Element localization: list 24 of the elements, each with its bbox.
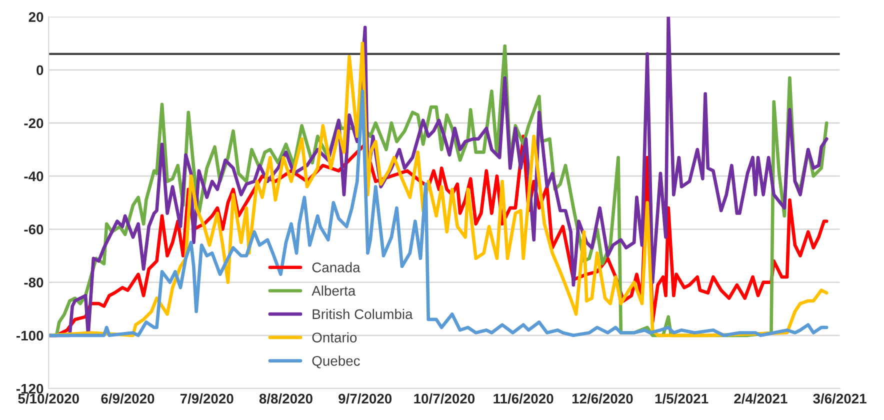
x-tick-label: 7/9/2020	[180, 393, 234, 404]
legend-label: Quebec	[312, 356, 360, 368]
y-tick-label: -20	[24, 118, 44, 128]
x-tick-label: 3/6/2021	[813, 393, 866, 404]
x-tick-label: 11/6/2020	[494, 393, 554, 404]
x-tick-label: 1/5/2021	[655, 393, 708, 404]
x-tick-label: 9/7/2020	[338, 393, 392, 404]
x-tick-label: 2/4/2021	[734, 393, 788, 404]
x-tick-label: 8/8/2020	[259, 393, 312, 404]
y-tick-label: -120	[16, 384, 44, 394]
legend-label: Ontario	[312, 332, 357, 342]
y-tick-label: 0	[36, 65, 44, 76]
y-tick-label: 20	[28, 12, 44, 22]
x-tick-label: 6/9/2020	[101, 393, 154, 404]
y-tick-label: -80	[24, 278, 44, 288]
x-tick-label: 10/7/2020	[414, 393, 475, 404]
x-tick-label: 5/10/2020	[18, 393, 79, 404]
legend-label: Canada	[312, 262, 360, 272]
y-tick-label: -60	[24, 224, 44, 234]
legend-label: British Columbia	[312, 308, 413, 320]
x-tick-label: 12/6/2020	[572, 393, 633, 404]
legend-label: Alberta	[312, 286, 356, 296]
y-tick-label: -40	[24, 171, 44, 182]
y-tick-label: -100	[16, 330, 44, 341]
